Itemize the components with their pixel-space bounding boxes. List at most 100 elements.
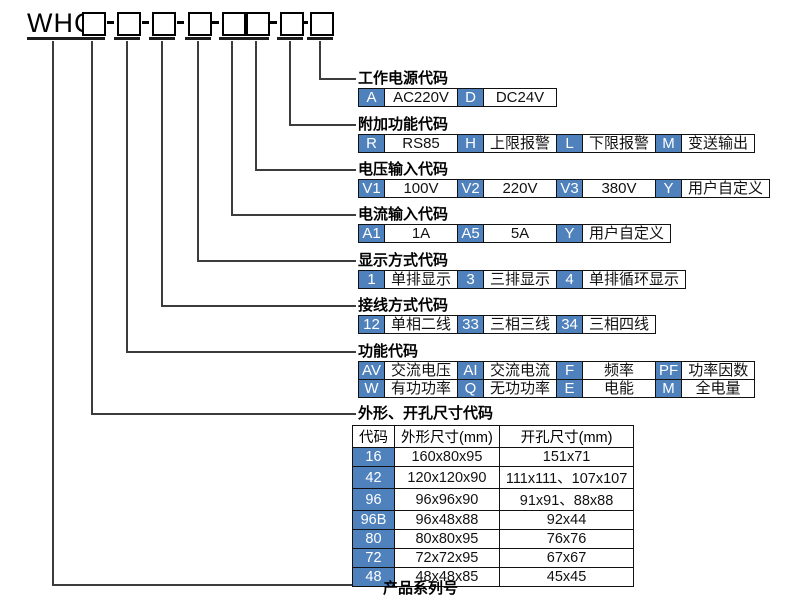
tick-mark	[185, 37, 211, 40]
code-cell: AV	[358, 361, 385, 380]
desc-cell: 单排显示	[384, 270, 459, 289]
code-row: A1 1A A5 5A Y 用户自定义	[358, 224, 672, 243]
desc-cell: 单排循环显示	[582, 270, 687, 289]
desc-cell: 功率因数	[681, 361, 756, 380]
connector-line	[231, 41, 233, 216]
code-cell: A1	[358, 224, 385, 243]
section-label: 显示方式代码	[358, 252, 449, 269]
desc-cell: 三排显示	[483, 270, 558, 289]
size-cell: 80x80x95	[394, 529, 500, 549]
connector-line	[289, 41, 291, 126]
desc-cell: 5A	[483, 224, 557, 243]
code-cell: AI	[457, 361, 485, 380]
code-cell: 16	[352, 447, 395, 467]
size-cell: 92x44	[498, 510, 635, 530]
desc-cell: 上限报警	[483, 134, 558, 153]
section-label: 功能代码	[358, 343, 419, 360]
dimension-table-row: 72 72x72x95 67x67	[352, 548, 635, 568]
code-cell: 12	[358, 315, 385, 334]
code-cell: A5	[457, 224, 484, 243]
code-options: A AC220V D DC24V	[358, 88, 557, 107]
desc-cell: 三相四线	[582, 315, 657, 334]
connector-line	[91, 413, 356, 415]
size-cell: 151x71	[498, 447, 635, 467]
tick-mark	[27, 37, 85, 40]
desc-cell: 用户自定义	[681, 179, 771, 198]
connector-line	[52, 41, 54, 586]
code-options: 1 单排显示 3 三排显示 4 单排循环显示	[358, 270, 687, 289]
code-cell: 3	[457, 270, 485, 289]
desc-cell: AC220V	[384, 88, 458, 107]
code-row: AV 交流电压 AI 交流电流 F 频率 PF 功率因数	[358, 361, 756, 380]
size-cell: 120x120x90	[394, 466, 500, 489]
dash-separator	[212, 21, 219, 24]
code-box-2	[117, 12, 141, 36]
desc-cell: 电能	[582, 379, 657, 398]
desc-cell: 220V	[483, 179, 557, 198]
code-cell: V1	[358, 179, 385, 198]
dimension-table-row: 48 48x48x85 45x45	[352, 567, 635, 587]
code-row: W 有功功率 Q 无功功率 E 电能 M 全电量	[358, 379, 756, 398]
code-box-5	[222, 12, 246, 36]
dimension-table-header: 开孔尺寸(mm)	[498, 425, 635, 448]
code-box-8	[310, 12, 334, 36]
desc-cell: 下限报警	[582, 134, 657, 153]
connector-line	[289, 124, 356, 126]
code-row: A AC220V D DC24V	[358, 88, 557, 107]
dimension-table-container: 代码 外形尺寸(mm) 开孔尺寸(mm) 16 160x80x95 151x71 42 120…	[352, 425, 635, 587]
tick-mark	[114, 37, 140, 40]
code-cell: Q	[457, 379, 485, 398]
code-cell: 96	[352, 488, 395, 511]
size-cell: 76x76	[498, 529, 635, 549]
tick-mark	[219, 37, 245, 40]
tick-mark	[277, 37, 303, 40]
tick-mark	[307, 37, 333, 40]
size-cell: 96x96x90	[394, 488, 500, 511]
section-label: 电压输入代码	[358, 161, 449, 178]
section-display-mode-code: 显示方式代码 1 单排显示 3 三排显示 4 单排循环显示	[358, 252, 687, 289]
desc-cell: 无功功率	[483, 379, 558, 398]
code-cell: 72	[352, 548, 395, 568]
size-cell: 72x72x95	[394, 548, 500, 568]
code-cell: V2	[457, 179, 484, 198]
code-cell: 4	[556, 270, 584, 289]
section-label: 附加功能代码	[358, 116, 449, 133]
dimension-table-row: 80 80x80x95 76x76	[352, 529, 635, 549]
connector-line	[52, 584, 378, 586]
code-cell: 42	[352, 466, 395, 489]
connector-line	[91, 41, 93, 415]
section-label: 接线方式代码	[358, 297, 449, 314]
section-label-product-series: 产品系列号	[383, 580, 459, 597]
section-wiring-mode-code: 接线方式代码 12 单相二线 33 三相三线 34 三相四线	[358, 297, 657, 334]
code-cell: 33	[457, 315, 485, 334]
section-current-input-code: 电流输入代码 A1 1A A5 5A Y 用户自定义	[358, 207, 672, 243]
dimension-table-row: 96B 96x48x88 92x44	[352, 510, 635, 530]
dimension-table-header-row: 代码 外形尺寸(mm) 开孔尺寸(mm)	[352, 425, 635, 448]
connector-line	[319, 41, 321, 80]
code-cell: Y	[655, 179, 682, 198]
desc-cell: 1A	[384, 224, 458, 243]
desc-cell: 单相二线	[384, 315, 459, 334]
connector-line	[197, 260, 356, 262]
code-cell: 48	[352, 567, 395, 587]
code-cell: 80	[352, 529, 395, 549]
section-function-code: 功能代码 AV 交流电压 AI 交流电流 F 频率 PF 功率因数 W 有功功率 Q 无功功率 E 电能 M…	[358, 343, 756, 398]
tick-mark	[243, 37, 269, 40]
connector-line	[319, 78, 356, 80]
dimension-table-row: 42 120x120x90 111x111、107x107	[352, 466, 635, 489]
section-label: 工作电源代码	[358, 70, 449, 87]
connector-line	[255, 169, 356, 171]
dimension-table-row: 16 160x80x95 151x71	[352, 447, 635, 467]
size-cell: 48x48x85	[394, 567, 500, 587]
code-box-6	[246, 12, 270, 36]
dash-separator	[177, 21, 184, 24]
dimension-table-header: 外形尺寸(mm)	[394, 425, 500, 448]
code-options: A1 1A A5 5A Y 用户自定义	[358, 224, 672, 243]
dash-separator	[142, 21, 149, 24]
code-cell: M	[655, 134, 683, 153]
connector-line	[126, 351, 356, 353]
code-cell: 1	[358, 270, 385, 289]
code-row: V1 100V V2 220V V3 380V Y 用户自定义	[358, 179, 771, 198]
dash-separator	[303, 21, 308, 24]
